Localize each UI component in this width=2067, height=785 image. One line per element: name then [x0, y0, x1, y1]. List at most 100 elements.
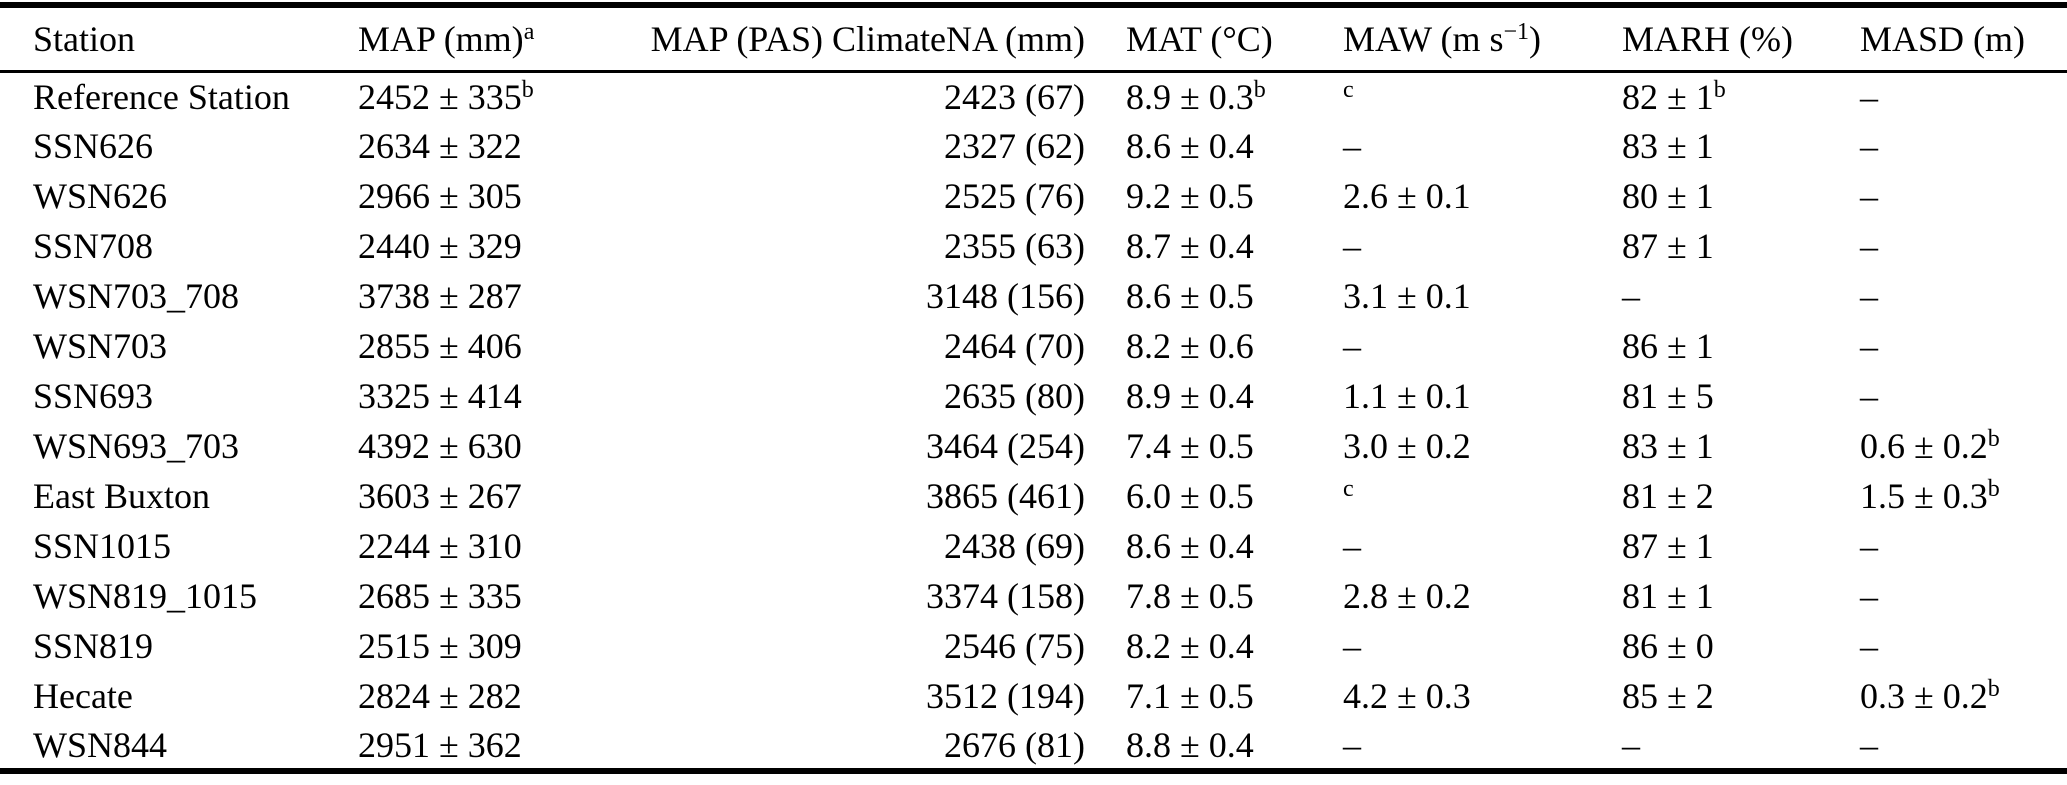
maw-cell: 3.1 ± 0.1	[1330, 271, 1610, 321]
mat-cell: 7.4 ± 0.5	[1090, 421, 1330, 471]
map-pas-climatena-cell: 3464 (254)	[600, 421, 1090, 471]
cell-text: 8.9 ± 0.4	[1126, 376, 1254, 416]
map-cell: 2685 ± 335	[340, 571, 600, 621]
cell-text: 8.6 ± 0.5	[1126, 276, 1254, 316]
masd-cell: –	[1845, 371, 2067, 421]
marh-cell: 82 ± 1b	[1610, 71, 1845, 121]
header-label: MAW (m s	[1343, 18, 1504, 59]
table-row: Hecate 2824 ± 282 3512 (194) 7.1 ± 0.5 4…	[0, 671, 2067, 721]
table-row: SSN1015 2244 ± 310 2438 (69) 8.6 ± 0.4 –…	[0, 521, 2067, 571]
map-cell: 2440 ± 329	[340, 221, 600, 271]
masd-cell: –	[1845, 121, 2067, 171]
cell-text: Reference Station	[33, 76, 290, 117]
cell-text: 2355 (63)	[944, 226, 1085, 266]
map-cell: 3325 ± 414	[340, 371, 600, 421]
cell-text: WSN703	[33, 326, 167, 366]
masd-cell: 0.6 ± 0.2b	[1845, 421, 2067, 471]
cell-text: –	[1343, 724, 1361, 765]
cell-text: 3374 (158)	[926, 576, 1085, 616]
masd-cell: –	[1845, 621, 2067, 671]
cell-text: 0.6 ± 0.2	[1860, 426, 1988, 466]
cell-text: 3325 ± 414	[358, 376, 522, 416]
cell-superscript: c	[1343, 76, 1354, 103]
cell-text: 3865 (461)	[926, 476, 1085, 516]
station-cell: Reference Station	[0, 71, 340, 121]
maw-cell: –	[1330, 721, 1610, 771]
map-pas-climatena-cell: 2464 (70)	[600, 321, 1090, 371]
mat-cell: 8.9 ± 0.3b	[1090, 71, 1330, 121]
cell-text: 81 ± 5	[1622, 376, 1714, 416]
column-header-map: MAP (mm)a	[340, 5, 600, 73]
mat-cell: 8.8 ± 0.4	[1090, 721, 1330, 771]
cell-text: SSN708	[33, 226, 154, 266]
masd-cell: 0.3 ± 0.2b	[1845, 671, 2067, 721]
cell-text: 3148 (156)	[926, 276, 1085, 316]
cell-text: 2676 (81)	[944, 724, 1085, 765]
map-cell: 2951 ± 362	[340, 721, 600, 771]
header-label: MAT (°C)	[1126, 18, 1273, 59]
cell-text: –	[1860, 376, 1878, 416]
marh-cell: –	[1610, 721, 1845, 771]
station-cell: SSN693	[0, 371, 340, 421]
map-pas-climatena-cell: 2525 (76)	[600, 171, 1090, 221]
cell-text: –	[1860, 126, 1878, 166]
mat-cell: 8.9 ± 0.4	[1090, 371, 1330, 421]
masd-cell: –	[1845, 321, 2067, 371]
column-header-map-pas-climatena: MAP (PAS) ClimateNA (mm)	[600, 5, 1090, 73]
maw-cell: c	[1330, 471, 1610, 521]
mat-cell: 8.6 ± 0.4	[1090, 121, 1330, 171]
cell-text: 2423 (67)	[944, 76, 1085, 117]
cell-text: 3.1 ± 0.1	[1343, 276, 1471, 316]
header-superscript: a	[523, 18, 535, 45]
cell-text: 87 ± 1	[1622, 526, 1714, 566]
cell-superscript: b	[1987, 676, 2000, 702]
cell-text: WSN844	[33, 724, 167, 765]
cell-text: East Buxton	[33, 476, 210, 516]
map-cell: 2855 ± 406	[340, 321, 600, 371]
station-cell: WSN844	[0, 721, 340, 771]
cell-superscript: b	[1713, 76, 1726, 103]
cell-text: –	[1622, 276, 1640, 316]
column-header-masd: MASD (m)	[1845, 5, 2067, 73]
table-body: Reference Station 2452 ± 335b 2423 (67) …	[0, 71, 2067, 771]
cell-superscript: c	[1343, 476, 1354, 502]
cell-text: Hecate	[33, 676, 133, 716]
marh-cell: 80 ± 1	[1610, 171, 1845, 221]
map-pas-climatena-cell: 2438 (69)	[600, 521, 1090, 571]
cell-text: 7.4 ± 0.5	[1126, 426, 1254, 466]
mat-cell: 8.7 ± 0.4	[1090, 221, 1330, 271]
cell-text: –	[1860, 226, 1878, 266]
map-cell: 2452 ± 335b	[340, 71, 600, 121]
cell-text: 8.9 ± 0.3	[1126, 76, 1254, 117]
cell-text: 87 ± 1	[1622, 226, 1714, 266]
map-cell: 2824 ± 282	[340, 671, 600, 721]
cell-text: 2452 ± 335	[358, 76, 522, 117]
map-pas-climatena-cell: 2635 (80)	[600, 371, 1090, 421]
map-pas-climatena-cell: 3374 (158)	[600, 571, 1090, 621]
masd-cell: 1.5 ± 0.3b	[1845, 471, 2067, 521]
cell-text: 2244 ± 310	[358, 526, 522, 566]
table-row: WSN819_1015 2685 ± 335 3374 (158) 7.8 ± …	[0, 571, 2067, 621]
station-cell: WSN703_708	[0, 271, 340, 321]
cell-text: 3512 (194)	[926, 676, 1085, 716]
station-cell: WSN626	[0, 171, 340, 221]
cell-text: 2440 ± 329	[358, 226, 522, 266]
cell-text: 8.6 ± 0.4	[1126, 526, 1254, 566]
header-label: MAP (PAS) ClimateNA (mm)	[650, 18, 1085, 59]
cell-text: 2855 ± 406	[358, 326, 522, 366]
cell-text: –	[1622, 724, 1640, 765]
station-cell: SSN819	[0, 621, 340, 671]
cell-text: 81 ± 2	[1622, 476, 1714, 516]
cell-text: 2951 ± 362	[358, 724, 522, 765]
map-cell: 3738 ± 287	[340, 271, 600, 321]
marh-cell: 81 ± 5	[1610, 371, 1845, 421]
cell-text: 2464 (70)	[944, 326, 1085, 366]
marh-cell: –	[1610, 271, 1845, 321]
table-row: Reference Station 2452 ± 335b 2423 (67) …	[0, 71, 2067, 121]
cell-text: 9.2 ± 0.5	[1126, 176, 1254, 216]
cell-text: WSN626	[33, 176, 167, 216]
cell-superscript: b	[1987, 476, 2000, 502]
masd-cell: –	[1845, 521, 2067, 571]
marh-cell: 81 ± 1	[1610, 571, 1845, 621]
cell-text: 2438 (69)	[944, 526, 1085, 566]
